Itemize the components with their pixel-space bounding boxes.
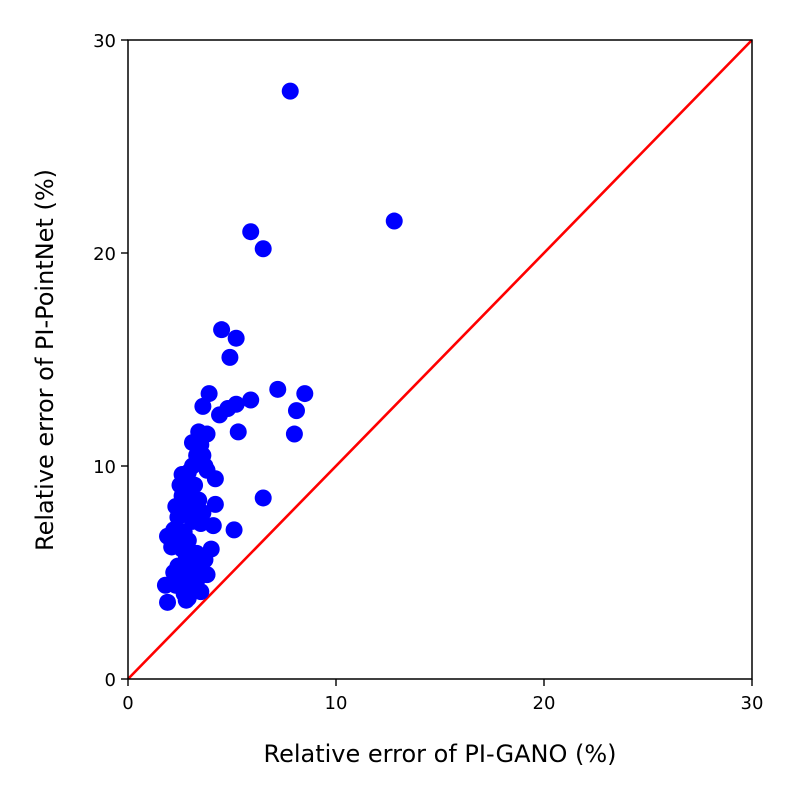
data-point — [213, 321, 231, 339]
data-point — [211, 406, 229, 424]
data-point — [281, 82, 299, 100]
data-point — [169, 508, 187, 526]
x-axis-label: Relative error of PI-GANO (%) — [263, 740, 616, 768]
data-point — [285, 425, 303, 443]
data-point — [227, 329, 245, 347]
data-point — [287, 402, 305, 420]
data-points-layer — [156, 82, 403, 611]
data-point — [206, 495, 224, 513]
y-tick-label: 0 — [105, 670, 116, 691]
data-point — [179, 463, 197, 481]
x-tick-label: 20 — [533, 693, 556, 714]
data-point — [159, 593, 177, 611]
data-point — [269, 380, 287, 398]
data-point — [225, 521, 243, 539]
plot-frame — [127, 39, 753, 680]
data-point — [204, 517, 222, 535]
data-point — [194, 397, 212, 415]
x-tick-label: 0 — [122, 693, 133, 714]
axis-ticks-layer: 0 10 20 30 0 10 20 30 — [93, 31, 763, 714]
x-tick-label: 30 — [741, 693, 764, 714]
data-point — [254, 240, 272, 258]
data-point — [200, 385, 218, 403]
reference-line-layer — [127, 39, 753, 680]
data-point — [177, 591, 195, 609]
data-point — [206, 470, 224, 488]
x-tick-label: 10 — [325, 693, 348, 714]
data-point — [254, 489, 272, 507]
y-tick-label: 20 — [93, 244, 116, 265]
data-point — [242, 223, 260, 241]
y-tick-label: 10 — [93, 457, 116, 478]
reference-line — [127, 39, 753, 680]
y-tick-label: 30 — [93, 31, 116, 52]
data-point — [242, 391, 260, 409]
data-point — [296, 385, 314, 403]
data-point — [229, 423, 247, 441]
data-point — [221, 348, 239, 366]
y-axis-label: Relative error of PI-PointNet (%) — [31, 169, 59, 551]
data-point — [192, 583, 210, 601]
data-point — [385, 212, 403, 230]
